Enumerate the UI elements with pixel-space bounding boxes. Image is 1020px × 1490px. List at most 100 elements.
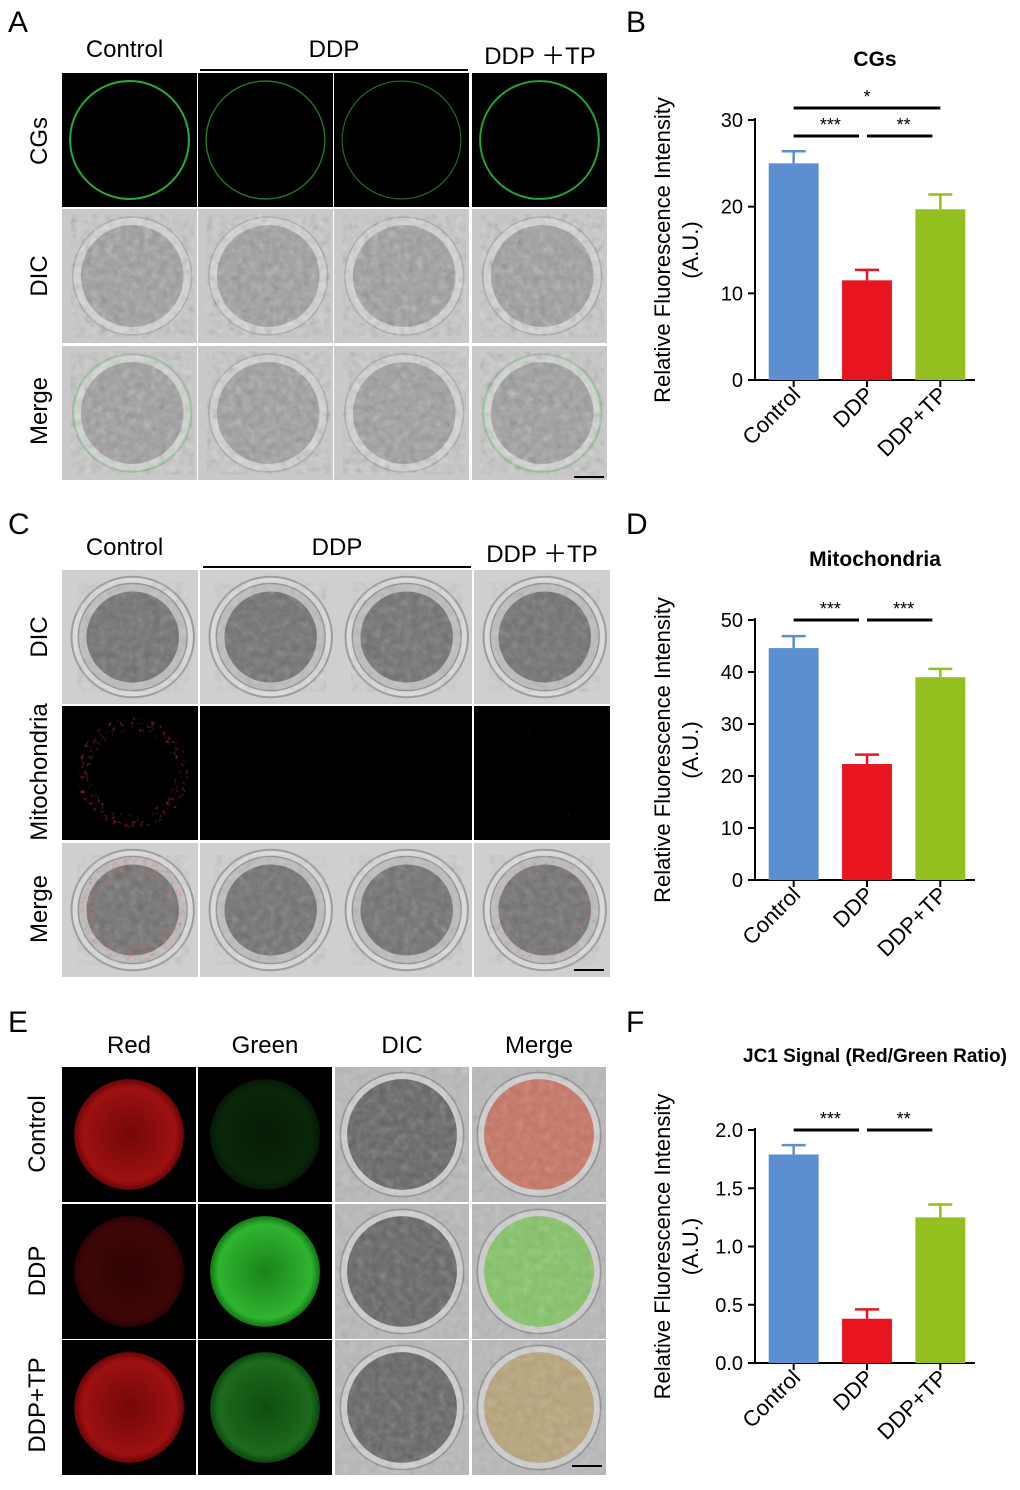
chart-y-tick-label: 0 <box>732 370 743 392</box>
panel-e-micrograph-r2-dic <box>335 1204 469 1339</box>
panel-c-micrograph-r3-c3 <box>336 843 472 977</box>
scale-bar <box>574 476 604 478</box>
panel-letter-f: F <box>626 1006 645 1039</box>
panel-c-row-mitochondria: Mitochondria <box>26 703 53 841</box>
chart-title: CGs <box>853 48 896 71</box>
chart-ylabel-line2: (A.U.) <box>678 221 703 278</box>
chart-y-tick-label: 0.5 <box>715 1295 743 1317</box>
chart-bar-ddp <box>842 1318 892 1363</box>
panel-letter-d: D <box>626 508 648 541</box>
chart-bar-control <box>768 163 819 380</box>
chart-y-tick-label: 2.0 <box>715 1120 743 1142</box>
chart-bar-ddp-tp <box>915 677 966 880</box>
panel-e-micrograph-r3-red <box>62 1340 196 1475</box>
chart-bar-ddp-tp <box>915 209 966 380</box>
panel-a-micrograph-r1-c1 <box>62 73 197 207</box>
panel-c-col-control: Control <box>85 534 164 561</box>
chart-title: Mitochondria <box>809 548 941 571</box>
panel-a-micrograph-r3-c1 <box>62 346 197 480</box>
chart-significance-label: *** <box>820 115 841 135</box>
panel-c-row-merge: Merge <box>26 874 53 944</box>
chart-x-tick-label: Control <box>737 1365 805 1433</box>
chart-y-tick-label: 0 <box>732 870 743 892</box>
chart-ylabel-line1: Relative Fluorescence Intensity <box>650 97 675 403</box>
chart-ylabel-line2: (A.U.) <box>678 721 703 778</box>
panel-c-micrograph-r3-c1 <box>62 843 198 977</box>
chart-x-tick-label: DDP+TP <box>872 1365 951 1444</box>
scale-bar <box>574 969 604 971</box>
panel-e-micrograph-r3-dic <box>335 1340 469 1475</box>
panel-c-micrograph-r2-c3 <box>336 706 472 840</box>
chart-significance-label: *** <box>820 599 841 619</box>
panel-c-micrograph-r1-c4 <box>474 570 610 704</box>
chart-y-tick-label: 30 <box>721 714 743 736</box>
panel-a-row-merge: Merge <box>26 376 53 446</box>
panel-c-micrograph-r3-c2 <box>200 843 336 977</box>
panel-e-col-merge: Merge <box>504 1032 574 1059</box>
panel-e-micrograph-r2-red <box>62 1204 196 1339</box>
panel-a-micrograph-r2-c3 <box>334 209 469 343</box>
panel-a-col-control: Control <box>85 36 164 63</box>
panel-a-micrograph-r3-c2 <box>198 346 333 480</box>
chart-x-tick-label: DDP <box>828 1365 879 1416</box>
panel-e-micrograph-r1-red <box>62 1067 196 1202</box>
panel-a-row-dic: DIC <box>26 255 53 297</box>
chart-mitochondria: Mitochondria Relative Fluorescence Intens… <box>650 548 975 961</box>
panel-a-col-ddp: DDP <box>308 36 360 63</box>
panel-e-micrograph-r1-green <box>198 1067 332 1202</box>
panel-e-col-green: Green <box>231 1032 299 1059</box>
panel-e-micrograph-r3-green <box>198 1340 332 1475</box>
chart-y-tick-label: 10 <box>721 818 743 840</box>
chart-y-tick-label: 0.0 <box>715 1353 743 1375</box>
chart-y-tick-label: 1.0 <box>715 1237 743 1259</box>
panel-a-micrograph-r2-c2 <box>198 209 333 343</box>
chart-bar-control <box>768 648 819 880</box>
panel-c-micrograph-r1-c1 <box>62 570 198 704</box>
chart-bar-ddp <box>842 764 892 880</box>
panel-e-micrograph-r1-merge <box>472 1067 606 1202</box>
panel-c-col-ddp: DDP <box>311 534 363 561</box>
panel-letter-c: C <box>8 508 30 541</box>
panel-e-row-ddp: DDP <box>24 1245 51 1297</box>
chart-significance-label: * <box>863 87 870 107</box>
panel-e-row-ddp-tp: DDP+TP <box>24 1357 51 1453</box>
panel-e-micrograph-r2-green <box>198 1204 332 1339</box>
chart-significance-label: ** <box>897 115 911 135</box>
chart-x-tick-label: Control <box>737 882 805 950</box>
chart-y-tick-label: 10 <box>721 283 743 305</box>
chart-bar-ddp <box>842 280 892 380</box>
panel-a-col-ddp-tp: DDP ＋TP <box>484 43 596 70</box>
panel-a-micrograph-r2-c4 <box>472 209 607 343</box>
panel-c-micrograph-r2-c4 <box>474 706 610 840</box>
panel-a-micrograph-r1-c2 <box>198 73 333 207</box>
panel-a-micrograph-r3-c3 <box>334 346 469 480</box>
scale-bar <box>572 1465 602 1467</box>
panel-c-micrograph-r1-c2 <box>200 570 336 704</box>
panel-e-micrograph-r3-merge <box>472 1340 606 1475</box>
panel-a-row-cgs: CGs <box>26 117 53 165</box>
chart-jc1: JC1 Signal (Red/Green Ratio) Relative Flu… <box>650 1046 1007 1444</box>
panel-e-col-red: Red <box>106 1032 152 1059</box>
panel-e-micrograph-r2-merge <box>472 1204 606 1339</box>
panel-c-micrograph-r2-c2 <box>200 706 336 840</box>
panel-c-ddp-bracket <box>203 566 471 568</box>
panel-c-col-ddp-tp: DDP ＋TP <box>486 541 598 568</box>
chart-y-tick-label: 20 <box>721 197 743 219</box>
chart-title: JC1 Signal (Red/Green Ratio) <box>743 1046 1007 1067</box>
panel-c-micrograph-r1-c3 <box>336 570 472 704</box>
chart-significance-label: ** <box>897 1109 911 1129</box>
panel-a-micrograph-r3-c4 <box>472 346 607 480</box>
chart-x-tick-label: DDP+TP <box>872 882 951 961</box>
chart-y-tick-label: 30 <box>721 110 743 132</box>
chart-significance-label: *** <box>820 1109 841 1129</box>
panel-letter-b: B <box>626 6 647 39</box>
panel-letter-e: E <box>8 1006 29 1039</box>
panel-c-micrograph-r3-c4 <box>474 843 610 977</box>
panel-e-row-control: Control <box>24 1095 51 1173</box>
chart-x-tick-label: Control <box>737 382 805 450</box>
chart-y-tick-label: 50 <box>721 610 743 632</box>
chart-x-tick-label: DDP+TP <box>872 382 951 461</box>
panel-a-micrograph-r1-c4 <box>472 73 607 207</box>
chart-bar-control <box>768 1154 819 1363</box>
panel-a-ddp-bracket <box>200 69 468 71</box>
